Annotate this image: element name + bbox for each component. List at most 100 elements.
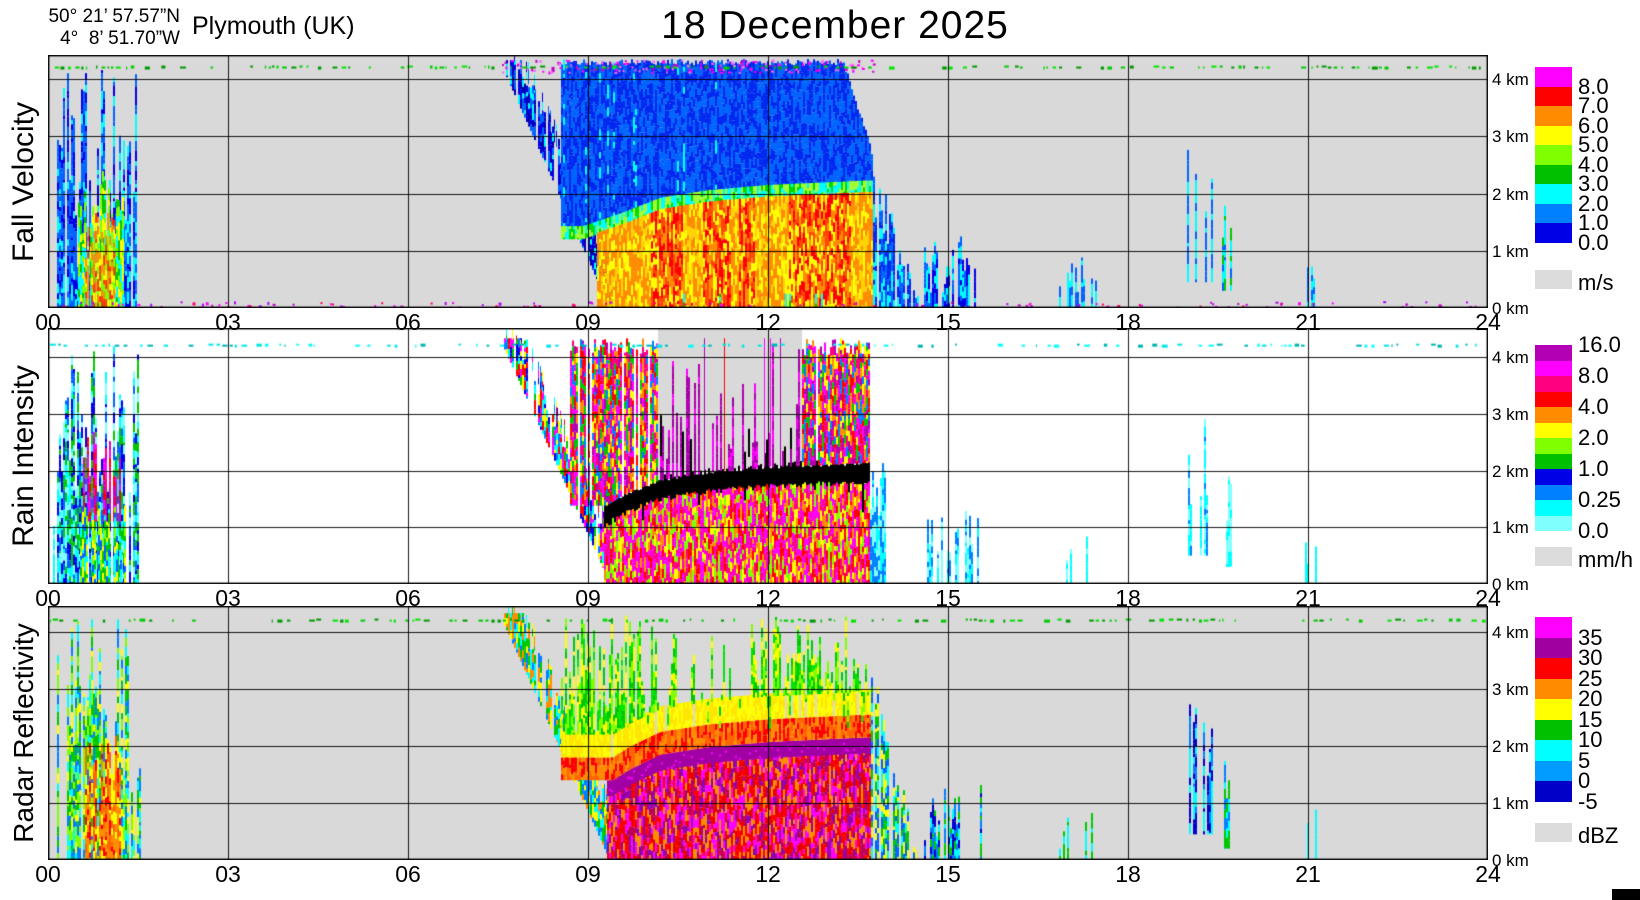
x-tick-label: 12	[755, 309, 781, 335]
legend-value-label: 15	[1578, 706, 1603, 732]
legend-value-label: 0.25	[1578, 487, 1621, 512]
legend-color-box	[1535, 203, 1572, 223]
y-tick-label: 0 km	[1492, 851, 1529, 870]
x-tick-label: 09	[575, 585, 601, 611]
x-tick-label: 09	[575, 861, 601, 887]
legend-unit-box	[1535, 547, 1572, 566]
legend-color-box	[1535, 164, 1572, 184]
legend-color-box	[1535, 360, 1572, 376]
rain-intensity-axis-title: Rain Intensity	[7, 365, 40, 547]
y-tick-label: 2 km	[1492, 184, 1529, 204]
legend-color-box	[1535, 407, 1572, 423]
x-tick-label: 15	[935, 585, 961, 611]
legend-color-box	[1535, 515, 1572, 531]
x-tick-label: 09	[575, 309, 601, 335]
legend-value-label: 10	[1578, 727, 1603, 752]
x-tick-label: 24	[1475, 585, 1501, 611]
x-tick-label: 15	[935, 309, 961, 335]
y-tick-label: 1 km	[1492, 794, 1529, 813]
x-tick-label: 00	[35, 585, 61, 611]
x-tick-label: 24	[1475, 309, 1501, 335]
x-tick-label: 15	[935, 861, 961, 887]
x-tick-label: 00	[35, 861, 61, 887]
radar-reflectivity-axis-title: Radar Reflectivity	[8, 623, 39, 843]
x-tick-label: 12	[755, 585, 781, 611]
x-tick-label: 21	[1295, 309, 1321, 335]
page-title: 18 December 2025	[661, 4, 1009, 47]
x-tick-label: 03	[215, 309, 241, 335]
legend-color-box	[1535, 345, 1572, 361]
legend-value-label: 6.0	[1578, 112, 1609, 138]
x-tick-label: 18	[1115, 585, 1141, 611]
y-tick-label: 2 km	[1492, 461, 1529, 481]
radar-reflectivity-axis-title-wrap: Radar Reflectivity	[0, 606, 48, 860]
legend-value-label: 35	[1578, 624, 1603, 650]
legend-value-label: 8.0	[1578, 73, 1609, 99]
y-tick-label: 1 km	[1492, 518, 1529, 538]
legend-color-box	[1535, 469, 1572, 485]
x-tick-label: 03	[215, 585, 241, 611]
legend-value-label: 1.0	[1578, 210, 1609, 235]
legend-color-box	[1535, 438, 1572, 454]
legend-value-label: 30	[1578, 645, 1603, 670]
legend-unit-label: dBZ	[1578, 823, 1619, 848]
fall-velocity-axis-title-wrap: Fall Velocity	[0, 55, 48, 308]
rain-intensity-axis-title-wrap: Rain Intensity	[0, 328, 48, 584]
legend-value-label: 25	[1578, 665, 1603, 691]
legend-color-box	[1535, 760, 1572, 781]
legend-unit-box	[1535, 270, 1572, 289]
x-tick-label: 21	[1295, 585, 1321, 611]
x-tick-label: 18	[1115, 309, 1141, 335]
legend-value-label: 0	[1578, 768, 1591, 793]
legend-value-label: -5	[1578, 788, 1598, 814]
station-name: Plymouth (UK)	[192, 12, 355, 40]
legend-value-label: 5.0	[1578, 132, 1609, 157]
y-tick-label: 0 km	[1492, 299, 1529, 318]
legend-value-label: 20	[1578, 686, 1603, 711]
legend-color-box	[1535, 67, 1572, 87]
x-tick-label: 18	[1115, 861, 1141, 887]
fall-velocity-plot	[48, 55, 1488, 308]
rain-intensity-plot	[48, 328, 1488, 584]
legend-color-box	[1535, 376, 1572, 392]
legend-color-box	[1535, 184, 1572, 204]
x-tick-label: 03	[215, 861, 241, 887]
legend-color-box	[1535, 391, 1572, 407]
y-tick-label: 4 km	[1492, 348, 1529, 367]
legend-value-label: 0.0	[1578, 518, 1609, 543]
legend-value-label: 5	[1578, 747, 1591, 773]
legend-color-box	[1535, 145, 1572, 165]
x-tick-label: 24	[1475, 861, 1501, 887]
radar-reflectivity-plot	[48, 606, 1488, 860]
x-tick-label: 06	[395, 585, 421, 611]
y-tick-label: 4 km	[1492, 70, 1529, 89]
legend-color-box	[1535, 223, 1572, 243]
legend-color-box	[1535, 500, 1572, 516]
y-tick-label: 3 km	[1492, 127, 1529, 147]
legend-color-box	[1535, 86, 1572, 106]
corner-mark	[1612, 889, 1640, 900]
legend-color-box	[1535, 106, 1572, 126]
legend-value-label: 16.0	[1578, 332, 1621, 357]
legend-color-box	[1535, 678, 1572, 699]
legend-color-box	[1535, 422, 1572, 438]
station-coordinates: 50° 21’ 57.57”N 4° 8’ 51.70”W	[24, 6, 180, 50]
y-tick-label: 3 km	[1492, 404, 1529, 424]
fall-velocity-axis-title: Fall Velocity	[7, 101, 40, 262]
legend-color-box	[1535, 658, 1572, 679]
y-tick-label: 0 km	[1492, 575, 1529, 594]
latitude-text: 50° 21’ 57.57”N	[48, 6, 180, 27]
legend-value-label: 0.0	[1578, 229, 1609, 255]
legend-unit-box	[1535, 823, 1572, 842]
legend-color-box	[1535, 617, 1572, 638]
legend-color-box	[1535, 484, 1572, 500]
legend-value-label: 3.0	[1578, 171, 1609, 196]
x-tick-label: 06	[395, 309, 421, 335]
y-tick-label: 4 km	[1492, 623, 1529, 642]
y-tick-label: 2 km	[1492, 737, 1529, 756]
x-tick-label: 12	[755, 861, 781, 887]
legend-unit-label: mm/h	[1578, 547, 1633, 572]
longitude-text: 4° 8’ 51.70”W	[60, 28, 180, 49]
legend-value-label: 7.0	[1578, 93, 1609, 118]
